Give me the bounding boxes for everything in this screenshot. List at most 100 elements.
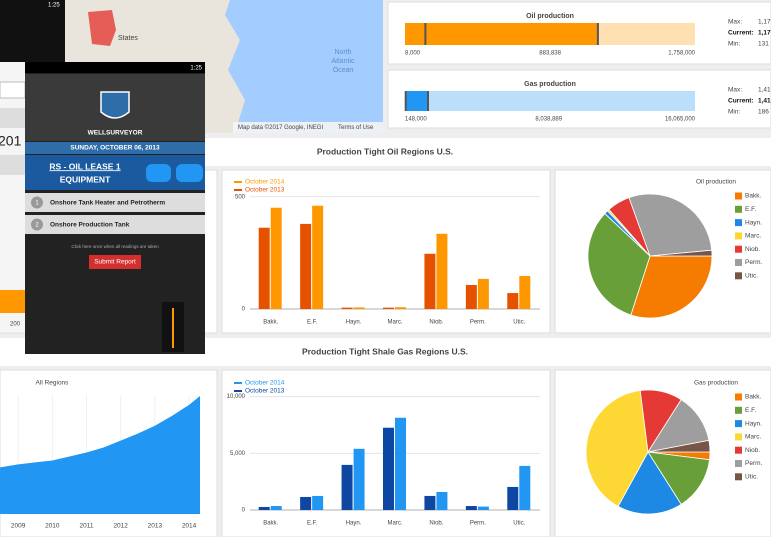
dropdown[interactable]: [0, 81, 26, 99]
y-tick-label: 10,000: [227, 394, 246, 400]
stat-label: Min:: [728, 41, 740, 48]
legend-swatch: [735, 446, 742, 454]
button[interactable]: [0, 108, 25, 128]
bar: [258, 506, 270, 510]
bar: [383, 427, 394, 510]
charts: Oil production 8,000 883,838 1,758,000 Max: 1…: [0, 13, 771, 530]
icon-button[interactable]: [176, 164, 203, 182]
bar: [519, 275, 531, 309]
x-tick-label: E.F.: [307, 320, 318, 326]
y-tick-label: 500: [235, 194, 246, 200]
x-tick-label: Marc.: [388, 521, 403, 527]
bar: [507, 486, 519, 510]
gauge-track: [405, 91, 695, 111]
legend-swatch: [735, 192, 742, 200]
x-tick-label: Perm.: [470, 521, 486, 527]
bar: [312, 205, 324, 309]
x-tick-label: Marc.: [388, 320, 403, 326]
pie-slice: [647, 451, 710, 505]
logo: [100, 91, 130, 119]
hint: Click here once when all readings are ta…: [71, 244, 159, 249]
legend-label: Marc.: [745, 434, 761, 441]
date: SUNDAY, OCTOBER 06, 2013: [70, 145, 160, 152]
legend-label: Utic.: [745, 273, 758, 280]
x-tick-label: 2011: [80, 523, 94, 530]
map-terms[interactable]: Terms of Use: [338, 125, 374, 131]
legend-swatch: [735, 272, 742, 280]
bar: [436, 233, 448, 309]
back-phone: [0, 0, 65, 62]
submit-label[interactable]: Submit Report: [94, 259, 136, 266]
list-item[interactable]: [25, 193, 205, 212]
x-tick-label: 2012: [113, 523, 128, 530]
item-badge: [31, 218, 43, 231]
section-title: Production Tight Shale Gas Regions U.S.: [302, 346, 468, 356]
legend-swatch: [735, 460, 742, 467]
gauge-scale-label: 16,065,000: [665, 117, 696, 123]
legend-label: E.F.: [745, 407, 756, 414]
icon-button[interactable]: [146, 164, 171, 182]
date-bar: [25, 142, 205, 154]
x-tick-label: Bakk.: [263, 320, 278, 326]
back-phone-bar: [0, 290, 25, 313]
bar: [424, 253, 436, 309]
map-region: [88, 10, 116, 46]
gauge-fill: [405, 23, 598, 45]
stat-value: 1,41: [758, 98, 771, 105]
brand: WELLSURVEYOR: [88, 130, 143, 137]
map-label: States: [118, 35, 138, 42]
legend-swatch: [735, 259, 742, 266]
x-tick-label: 2014: [182, 523, 197, 530]
bar: [341, 307, 353, 309]
item-number: 1: [35, 201, 39, 207]
x-tick-label: 2013: [148, 523, 163, 530]
stat-value: 1,17: [758, 30, 771, 37]
y-tick-label: 0: [242, 307, 246, 313]
legend-swatch: [735, 393, 742, 401]
bar: [341, 464, 353, 510]
legend-swatch: [735, 420, 742, 428]
lease-section: EQUIPMENT: [60, 174, 111, 184]
legend-label: Hayn.: [745, 420, 762, 427]
back-phone-value: 201: [0, 133, 22, 149]
lease-name[interactable]: RS - OIL LEASE 1: [49, 161, 120, 171]
stat-value: 186: [758, 109, 769, 116]
y-tick-label: 0: [242, 508, 246, 514]
stat-label: Max:: [728, 87, 742, 94]
bar: [465, 284, 477, 309]
stat-label: Current:: [728, 98, 754, 105]
list-item[interactable]: [25, 215, 205, 234]
legend-swatch: [735, 205, 742, 213]
gauge-scale-label: 8,038,889: [535, 117, 562, 123]
ocean-label: Atlantic: [332, 58, 355, 65]
bar: [436, 491, 448, 510]
back-phone-year: 200: [10, 322, 21, 328]
status-time: 1:25: [190, 66, 202, 72]
x-tick-label: Hayn.: [346, 320, 362, 326]
legend-swatch: [735, 232, 742, 240]
submit-button[interactable]: [89, 255, 141, 269]
pie-slice: [587, 212, 651, 316]
attribution-bar: [233, 122, 383, 133]
item-number: 2: [35, 223, 39, 229]
gauge-fill: [405, 91, 428, 111]
legend-label: Hayn.: [745, 219, 762, 226]
bar: [270, 207, 282, 309]
ocean-label: Ocean: [333, 67, 354, 74]
back-phone-screen: [0, 62, 25, 332]
bar: [507, 293, 519, 309]
legend-label: Perm.: [745, 460, 763, 467]
bar: [353, 307, 365, 309]
gauge-title: Gas production: [524, 81, 576, 88]
item-label: Onshore Tank Heater and Petrotherm: [50, 200, 165, 207]
legend-swatch: [735, 245, 742, 253]
button[interactable]: [0, 155, 25, 175]
bar: [312, 495, 324, 510]
pie-title: Gas production: [694, 380, 738, 387]
bar: [477, 278, 489, 309]
legend-label: October 2013: [245, 388, 285, 395]
gauge-scale-label: 1,758,000: [668, 51, 695, 57]
gauge-title: Oil production: [526, 13, 574, 20]
x-tick-label: Utic.: [513, 521, 525, 527]
